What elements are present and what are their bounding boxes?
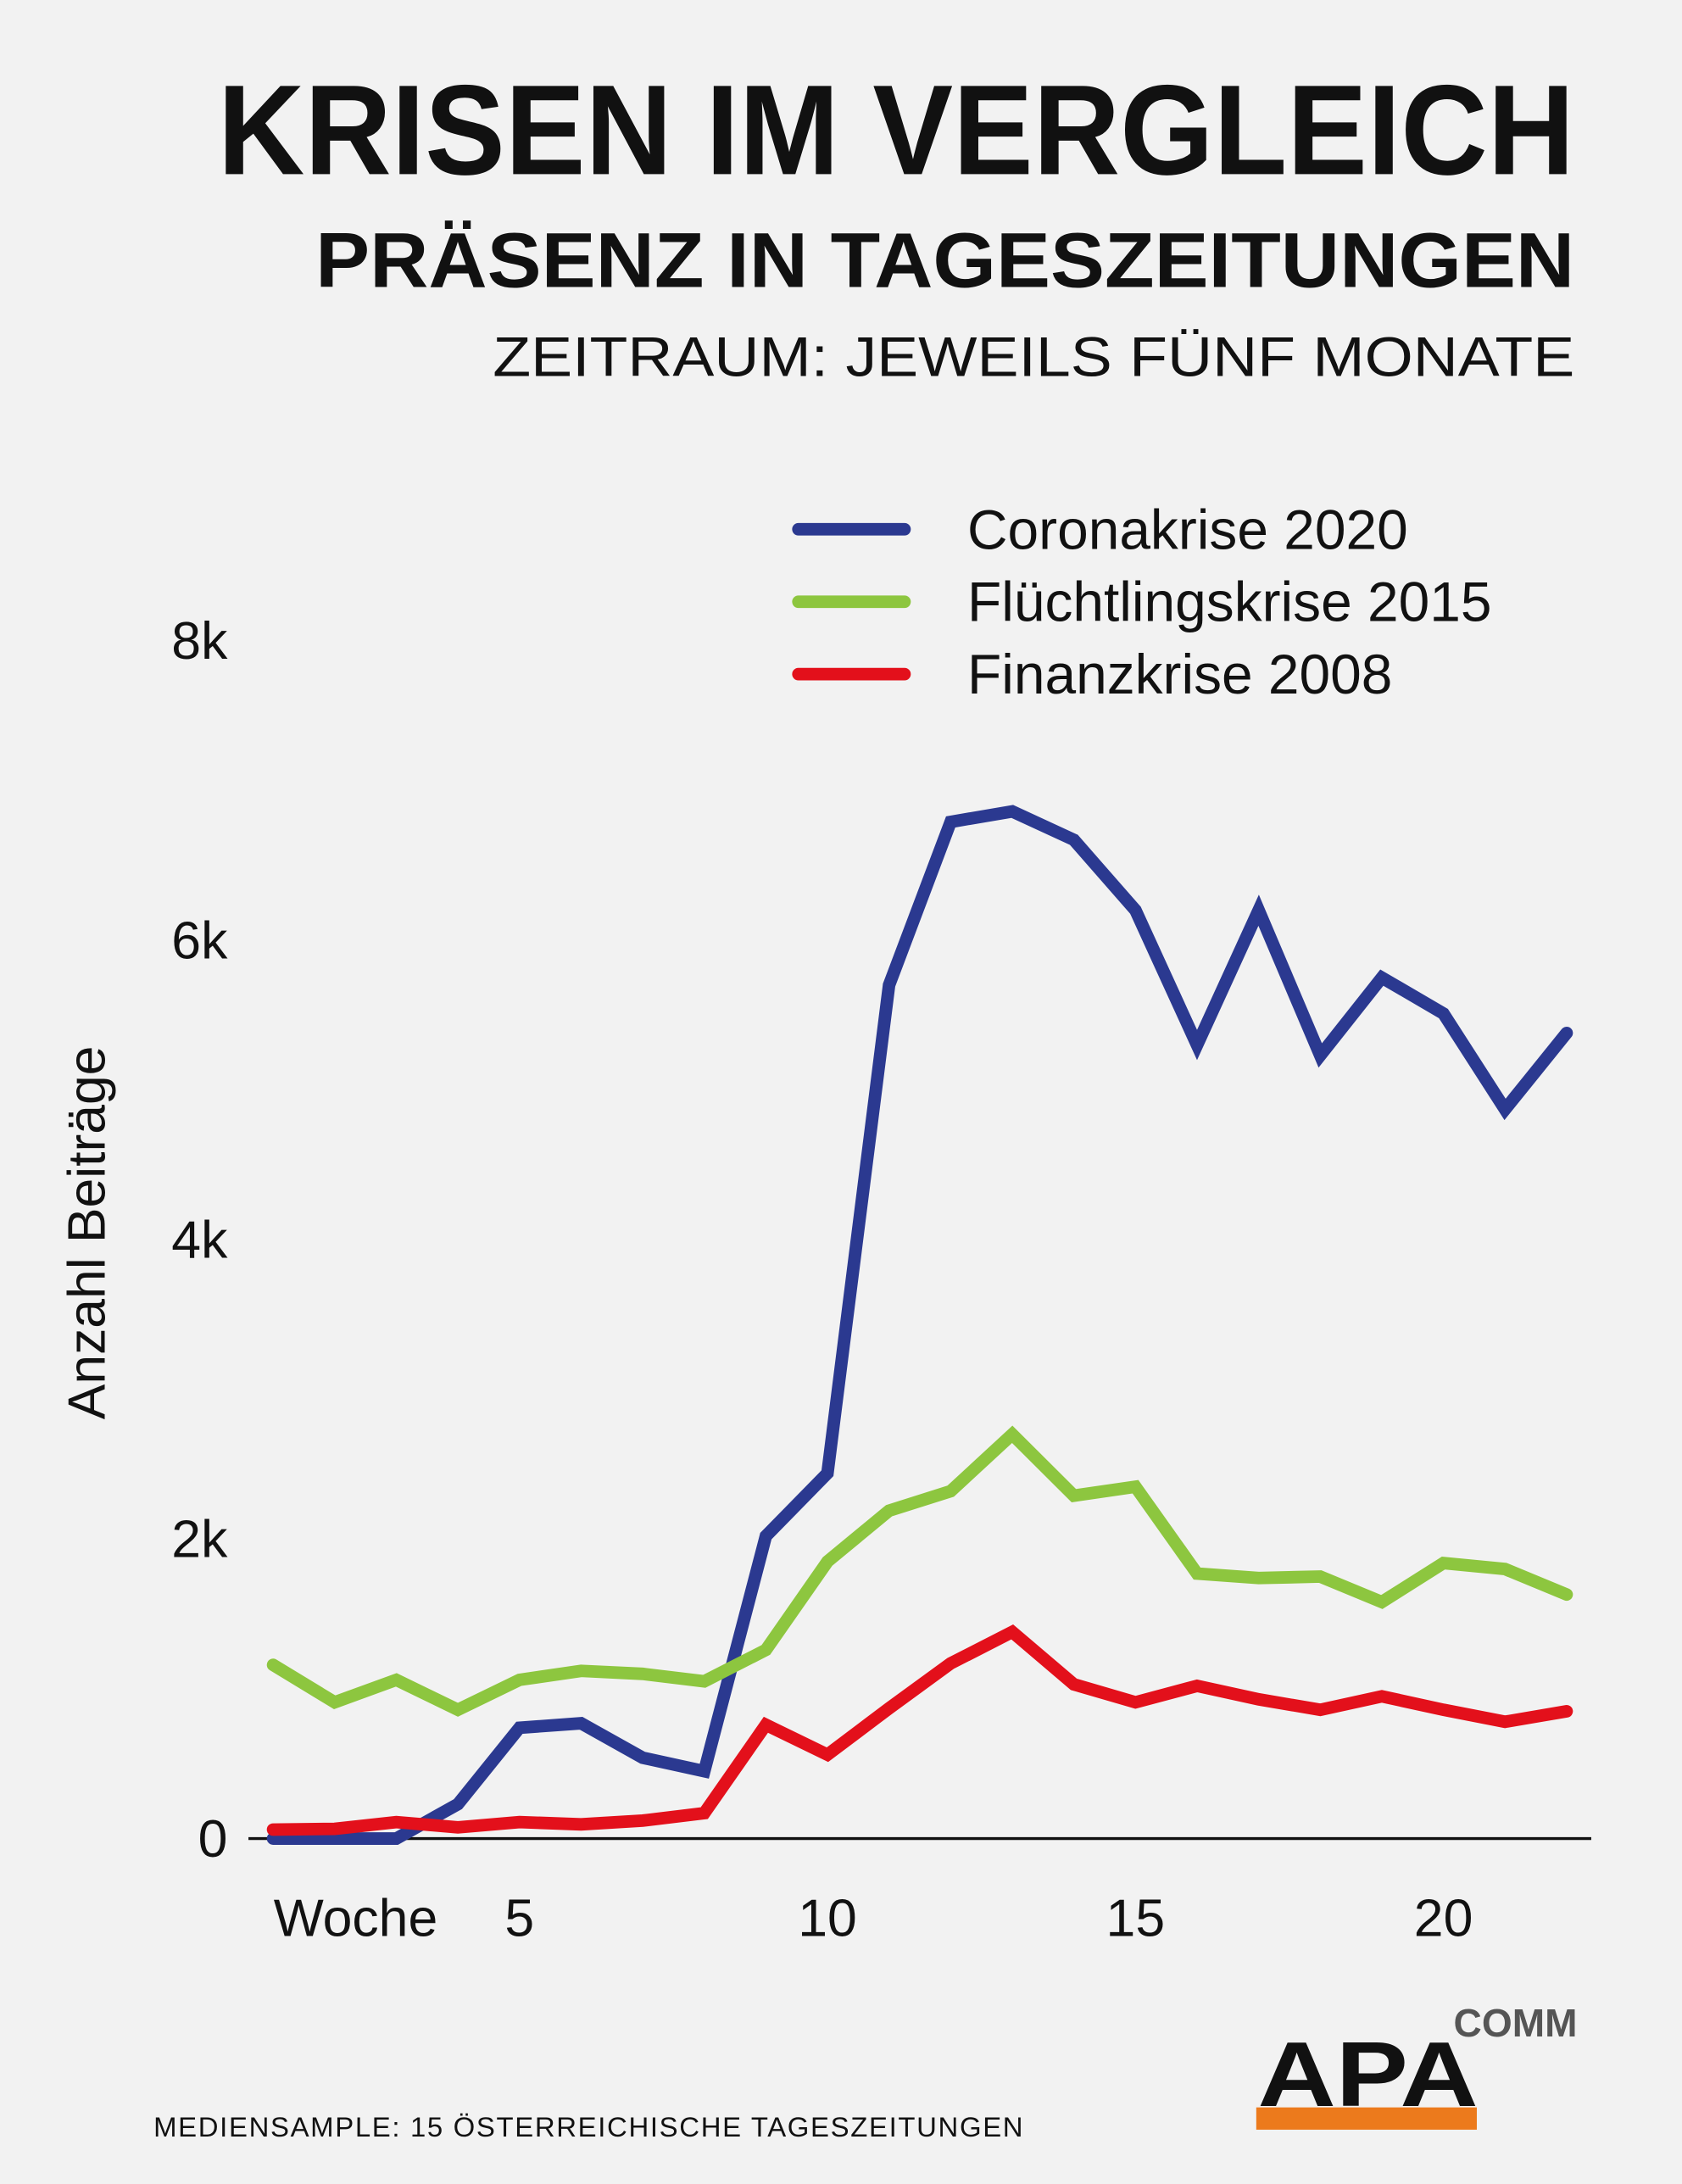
y-tick-label: 8k [171, 611, 228, 671]
x-axis-label: Woche [274, 1889, 438, 1948]
y-axis-label: Anzahl Beiträge [57, 1046, 116, 1420]
y-tick-label: 6k [171, 911, 228, 970]
line-series [266, 1624, 1573, 1836]
logo-sub: COMM [1454, 2001, 1578, 2045]
x-tick-label: 15 [1106, 1889, 1166, 1948]
x-tick-label: 20 [1414, 1889, 1473, 1948]
logo: COMM APA [1256, 2001, 1578, 2130]
logo-bar [1256, 2107, 1477, 2130]
y-tick-label: 2k [171, 1510, 228, 1569]
chart-subtitle-2: ZEITRAUM: JEWEILS FÜNF MONATE [493, 326, 1574, 388]
y-tick-label: 4k [171, 1211, 228, 1270]
legend-label: Finanzkrise 2008 [967, 643, 1392, 705]
y-tick-label: 0 [198, 1809, 228, 1869]
footer-note: MEDIENSAMPLE: 15 ÖSTERREICHISCHE TAGESZE… [153, 2111, 1024, 2142]
line-series [266, 805, 1573, 1845]
x-tick-label: 10 [798, 1889, 857, 1948]
x-tick-label: 5 [504, 1889, 534, 1948]
legend-label: Flüchtlingskrise 2015 [967, 571, 1491, 633]
chart-title: KRISEN IM VERGLEICH [218, 59, 1574, 203]
legend-label: Coronakrise 2020 [967, 498, 1408, 560]
line-series [266, 1425, 1573, 1717]
chart-subtitle: PRÄSENZ IN TAGESZEITUNGEN [315, 217, 1574, 304]
